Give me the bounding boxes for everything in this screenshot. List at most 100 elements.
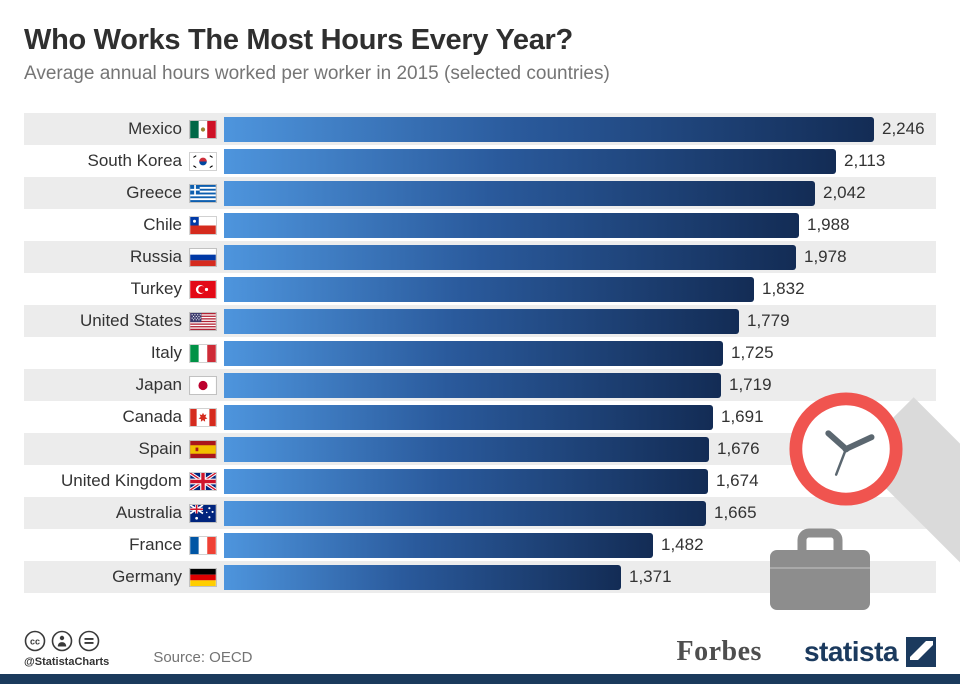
source-label: Source: OECD [153,649,253,666]
forbes-logo: Forbes [676,636,762,667]
header: Who Works The Most Hours Every Year? Ave… [0,0,960,86]
bar-area: 1,725 [224,340,936,366]
bar-area: 1,719 [224,372,936,398]
statista-logo-mark-icon [906,637,936,667]
bar-area: 2,042 [224,180,936,206]
value-label: 2,246 [882,119,925,139]
country-label: France [129,535,182,555]
bar [224,212,799,238]
license-block: cc @StatistaCharts [24,630,109,668]
country-label: Russia [130,247,182,267]
bar-area: 1,676 [224,436,936,462]
chart-row: Russia 1,978 [24,241,936,274]
bar [224,468,708,494]
value-label: 1,988 [807,215,850,235]
clock-icon [787,390,905,508]
country-label: Spain [138,439,182,459]
value-label: 1,674 [716,471,759,491]
country-label: United States [79,311,182,331]
value-label: 1,665 [714,503,757,523]
spain-flag-icon [190,440,216,458]
country-label: South Korea [87,151,182,171]
attribution-icon [51,630,73,652]
bar-area: 1,665 [224,500,936,526]
bar-area: 1,371 [224,564,936,590]
bar [224,404,713,430]
france-flag-icon [190,536,216,554]
country-label: Mexico [128,119,182,139]
chart-row: United States 1,779 [24,305,936,338]
chart-row: Japan 1,719 [24,369,936,402]
bar-area: 1,674 [224,468,936,494]
bar [224,276,754,302]
bar [224,564,621,590]
chart-row: Canada 1,691 [24,401,936,433]
russia-flag-icon [190,248,216,266]
united-states-flag-icon [190,312,216,330]
value-label: 1,725 [731,343,774,363]
value-label: 1,371 [629,567,672,587]
bar [224,372,721,398]
bar-area: 1,482 [224,532,936,558]
statista-logo-text: statista [803,636,899,667]
bar [224,180,815,206]
bar-area: 2,246 [224,116,936,142]
country-label: Japan [135,375,182,395]
bar [224,436,709,462]
bar [224,244,796,270]
briefcase-icon [768,528,872,612]
bar-area: 2,113 [224,148,936,174]
chart-row: Australia 1,665 [24,497,936,530]
chart-row: South Korea 2,113 [24,145,936,177]
cc-icon: cc [24,630,46,652]
value-label: 2,042 [823,183,866,203]
bar [224,116,874,142]
statista-logo: statista [804,636,936,668]
bar-area: 1,779 [224,308,936,334]
country-label: Chile [143,215,182,235]
bar [224,532,653,558]
south-korea-flag-icon [190,152,216,170]
bar [224,500,706,526]
bar-area: 1,691 [224,404,936,430]
bar [224,148,836,174]
country-label: Greece [126,183,182,203]
country-label: United Kingdom [61,471,182,491]
value-label: 1,978 [804,247,847,267]
cc-license-icons: cc [24,630,109,652]
chart-row: Chile 1,988 [24,209,936,241]
country-label: Turkey [130,279,182,299]
germany-flag-icon [190,568,216,586]
turkey-flag-icon [190,280,216,298]
country-label: Germany [112,567,182,587]
chart-row: Mexico 2,246 [24,113,936,146]
chart-row: Turkey 1,832 [24,273,936,305]
value-label: 1,676 [717,439,760,459]
chart-row: United Kingdom 1,674 [24,465,936,497]
mexico-flag-icon [190,120,216,138]
equals-icon [78,630,100,652]
svg-text:cc: cc [30,637,40,647]
greece-flag-icon [190,184,216,202]
chart-row: Italy 1,725 [24,337,936,369]
canada-flag-icon [190,408,216,426]
page-title: Who Works The Most Hours Every Year? [24,24,573,56]
australia-flag-icon [190,504,216,522]
footer: cc @StatistaCharts Source: OECD Forbes s… [24,630,936,668]
value-label: 1,691 [721,407,764,427]
chart-row: Spain 1,676 [24,433,936,466]
country-label: Italy [150,343,182,363]
value-label: 1,719 [729,375,772,395]
bar [224,340,723,366]
statista-charts-handle: @StatistaCharts [24,656,110,668]
brand-logos: Forbes statista [677,636,936,668]
bar-area: 1,832 [224,276,936,302]
value-label: 2,113 [844,151,886,171]
united-kingdom-flag-icon [190,472,216,490]
page-subtitle: Average annual hours worked per worker i… [24,63,610,85]
chile-flag-icon [190,216,216,234]
country-label: Australia [115,503,182,523]
value-label: 1,482 [661,535,704,555]
bar-chart: Mexico 2,246 South Korea 2,113 Greece 2,… [0,113,960,594]
